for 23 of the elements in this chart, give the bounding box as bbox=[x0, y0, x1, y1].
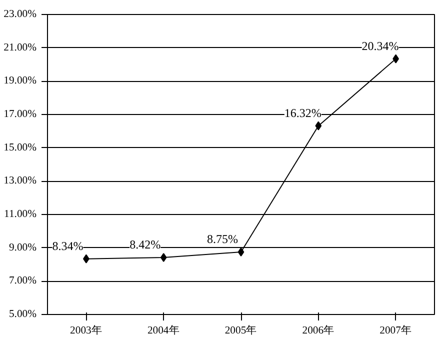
y-tick-label: 21.00% bbox=[4, 42, 37, 54]
x-tick-label: 2006年 bbox=[302, 324, 335, 336]
y-tick-label: 11.00% bbox=[4, 209, 37, 220]
x-tick-label: 2007年 bbox=[380, 324, 412, 336]
y-tick-label: 19.00% bbox=[4, 76, 37, 87]
data-label: 16.32% bbox=[284, 106, 322, 120]
data-label: 8.75% bbox=[207, 232, 238, 246]
point bbox=[315, 121, 322, 130]
y-tick-label: 17.00% bbox=[4, 109, 37, 120]
y-tick-label: 9.00% bbox=[8, 242, 37, 254]
data-label: 20.34% bbox=[362, 38, 399, 53]
point bbox=[160, 253, 167, 262]
y-tick-label: 23.00% bbox=[4, 9, 37, 20]
x-tick-label: 2004年 bbox=[147, 324, 180, 336]
x-tick-label: 2005年 bbox=[224, 324, 258, 336]
data-label: 8.34% bbox=[52, 238, 84, 253]
data-label: 8.42% bbox=[130, 238, 161, 252]
point bbox=[238, 248, 244, 256]
y-tick-label: 5.00% bbox=[8, 309, 37, 320]
x-tick-label: 2003年 bbox=[70, 324, 102, 336]
y-tick-label: 15.00% bbox=[4, 142, 37, 154]
y-tick-label: 13.00% bbox=[4, 176, 37, 187]
y-tick-label: 7.00% bbox=[8, 276, 37, 287]
